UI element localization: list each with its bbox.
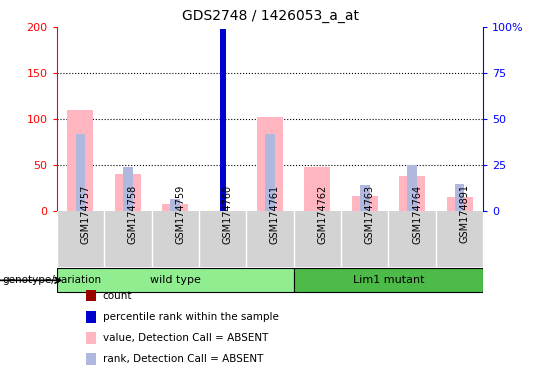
Bar [220, 29, 226, 211]
Bar [68, 110, 93, 211]
Bar [123, 167, 132, 211]
Text: GSM174761: GSM174761 [270, 184, 280, 243]
Text: genotype/variation: genotype/variation [3, 275, 102, 285]
Title: GDS2748 / 1426053_a_at: GDS2748 / 1426053_a_at [181, 9, 359, 23]
Text: GSM174763: GSM174763 [365, 184, 375, 243]
Text: rank, Detection Call = ABSENT: rank, Detection Call = ABSENT [103, 354, 263, 364]
Text: GSM174759: GSM174759 [175, 184, 185, 243]
Bar [57, 268, 294, 293]
Bar [257, 117, 283, 211]
Bar [220, 53, 226, 211]
Text: count: count [103, 291, 132, 301]
Bar [360, 185, 369, 211]
Bar [408, 165, 417, 211]
Text: GSM174758: GSM174758 [128, 184, 138, 243]
Bar [115, 174, 141, 211]
Text: percentile rank within the sample: percentile rank within the sample [103, 312, 279, 322]
Bar [399, 176, 425, 211]
Text: GSM174760: GSM174760 [222, 184, 233, 243]
Text: value, Detection Call = ABSENT: value, Detection Call = ABSENT [103, 333, 268, 343]
Bar [455, 184, 464, 211]
Bar [305, 167, 330, 211]
Bar [76, 134, 85, 211]
Text: GSM174764: GSM174764 [412, 184, 422, 243]
Text: GSM174762: GSM174762 [318, 184, 327, 243]
Bar [447, 197, 472, 211]
Bar [265, 134, 275, 211]
Bar [294, 268, 483, 293]
Text: Lim1 mutant: Lim1 mutant [353, 275, 424, 285]
Text: GSM174757: GSM174757 [80, 184, 90, 244]
Bar [352, 197, 378, 211]
Text: wild type: wild type [150, 275, 201, 285]
Bar [162, 204, 188, 211]
Text: GSM174891: GSM174891 [460, 184, 470, 243]
Bar [171, 199, 180, 211]
